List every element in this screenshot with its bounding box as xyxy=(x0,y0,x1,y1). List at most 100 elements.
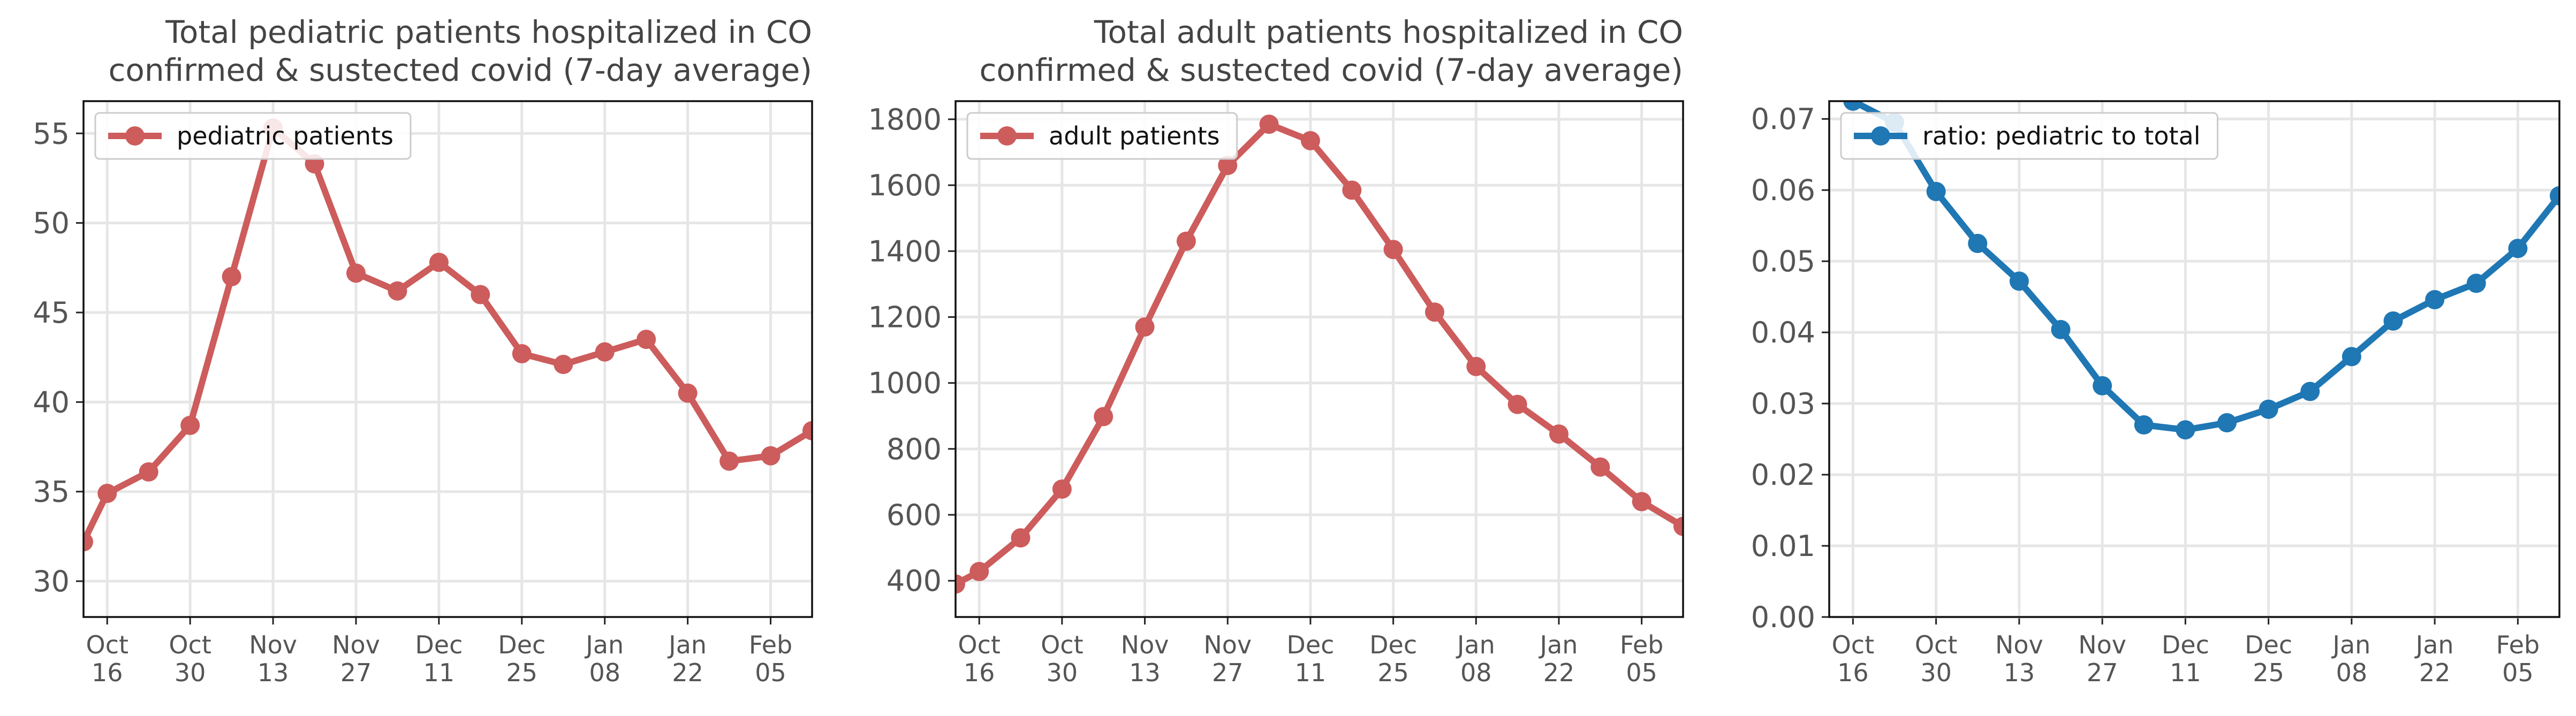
legend-label: adult patients xyxy=(1049,121,1220,150)
x-tick-label-month: Nov xyxy=(332,630,380,659)
x-tick-label-month: Dec xyxy=(415,630,463,659)
data-point xyxy=(2550,186,2559,205)
legend: ratio: pediatric to total xyxy=(1840,112,2218,160)
data-point xyxy=(1259,115,1279,134)
x-tick-label: Dec 25 xyxy=(2245,630,2292,687)
data-point xyxy=(678,383,698,403)
x-tick-label: Nov 27 xyxy=(1203,630,1252,687)
data-point xyxy=(1425,302,1444,322)
data-point xyxy=(761,446,781,466)
data-point xyxy=(637,330,656,349)
legend-marker xyxy=(1871,126,1890,146)
data-point xyxy=(180,415,200,435)
x-tick-label-month: Jan xyxy=(2331,630,2370,659)
data-point xyxy=(969,561,989,581)
data-point xyxy=(1342,180,1362,200)
data-point xyxy=(2259,399,2278,419)
x-tick-label: Oct 30 xyxy=(1041,630,1084,687)
legend-label: pediatric patients xyxy=(177,121,393,150)
data-point xyxy=(471,285,490,304)
data-point xyxy=(1549,424,1569,444)
x-tick-label-month: Jan xyxy=(2414,630,2454,659)
x-tick-label: Jan 22 xyxy=(667,630,707,687)
y-tick-label: 1000 xyxy=(868,367,942,400)
legend-marker xyxy=(125,126,145,146)
x-tick-label-month: Jan xyxy=(667,630,707,659)
x-tick-label-month: Nov xyxy=(1203,630,1252,659)
x-tick-label-day: 05 xyxy=(1626,658,1657,687)
x-tick-label-day: 27 xyxy=(340,658,372,687)
legend: pediatric patients xyxy=(94,112,412,160)
data-point xyxy=(2466,273,2486,293)
y-tick-label: 55 xyxy=(33,117,70,150)
x-tick-label: Dec 11 xyxy=(1286,630,1334,687)
data-point xyxy=(1094,407,1113,426)
chart-title-line: Total pediatric patients hospitalized in… xyxy=(165,14,812,50)
series-1 xyxy=(84,118,812,552)
x-tick-label: Jan 22 xyxy=(1539,630,1578,687)
data-point xyxy=(512,344,532,363)
x-tick-label: Dec 11 xyxy=(415,630,463,687)
y-tick-label: 600 xyxy=(887,498,942,532)
chart-title: Total pediatric patients hospitalized in… xyxy=(109,14,813,88)
y-tick-label: 0.01 xyxy=(1751,529,1815,563)
data-point xyxy=(84,532,93,552)
x-tick-label-day: 27 xyxy=(1212,658,1244,687)
x-tick-label-day: 13 xyxy=(257,658,289,687)
y-tick-label: 40 xyxy=(33,385,70,419)
x-tick-label-month: Dec xyxy=(498,630,545,659)
y-tick-label: 1400 xyxy=(868,234,942,268)
x-tick-label-day: 27 xyxy=(2087,658,2118,687)
data-point xyxy=(388,281,407,301)
y-tick-label: 45 xyxy=(33,296,70,330)
data-point xyxy=(2342,347,2361,367)
x-tick-label: Oct 16 xyxy=(86,630,128,687)
x-tick-label: Oct 30 xyxy=(169,630,211,687)
x-tick-label: Jan 08 xyxy=(1456,630,1495,687)
y-tick-label: 1800 xyxy=(868,103,942,136)
x-tick-label-month: Oct xyxy=(1041,630,1084,659)
data-point xyxy=(1300,131,1320,150)
x-tick-label-month: Jan xyxy=(1456,630,1495,659)
data-point xyxy=(2217,413,2237,433)
x-tick-label-day: 08 xyxy=(589,658,620,687)
x-tick-label-month: Nov xyxy=(1995,630,2043,659)
x-tick-label: Oct 16 xyxy=(958,630,1001,687)
x-tick-label-day: 22 xyxy=(2419,658,2451,687)
x-tick-label: Feb 05 xyxy=(2496,630,2540,687)
plot-frame xyxy=(82,100,813,618)
x-tick-label-day: 16 xyxy=(1837,658,1869,687)
data-point xyxy=(429,253,449,272)
data-point xyxy=(595,342,615,362)
y-tick-label: 50 xyxy=(33,207,70,240)
x-tick-label-day: 08 xyxy=(2336,658,2368,687)
data-point xyxy=(2093,376,2112,395)
x-tick-label: Jan 08 xyxy=(584,630,624,687)
data-point xyxy=(346,263,366,283)
y-tick-label: 0.02 xyxy=(1751,458,1815,492)
x-tick-label: Oct 16 xyxy=(1832,630,1875,687)
data-point xyxy=(956,574,965,594)
x-tick-label: Nov 13 xyxy=(1995,630,2043,687)
x-tick-label: Nov 27 xyxy=(2078,630,2126,687)
x-tick-label-month: Nov xyxy=(249,630,297,659)
data-point xyxy=(802,421,812,440)
x-tick-label-month: Dec xyxy=(2245,630,2292,659)
x-tick-label-day: 05 xyxy=(755,658,786,687)
data-point xyxy=(2134,415,2154,435)
x-tick-label: Dec 11 xyxy=(2162,630,2209,687)
x-tick-label-day: 11 xyxy=(1295,658,1327,687)
data-point xyxy=(1632,492,1651,512)
y-tick-label: 35 xyxy=(33,475,70,509)
x-tick-label-day: 22 xyxy=(1543,658,1575,687)
series-line xyxy=(84,125,812,545)
legend-box xyxy=(94,112,412,160)
x-tick-label-month: Feb xyxy=(1620,630,1663,659)
x-tick-label: Dec 25 xyxy=(498,630,545,687)
y-tick-label: 0.04 xyxy=(1751,316,1815,349)
chart-title-line: confirmed & sustected covid (7-day avera… xyxy=(980,52,1684,88)
x-tick-label-month: Jan xyxy=(584,630,624,659)
